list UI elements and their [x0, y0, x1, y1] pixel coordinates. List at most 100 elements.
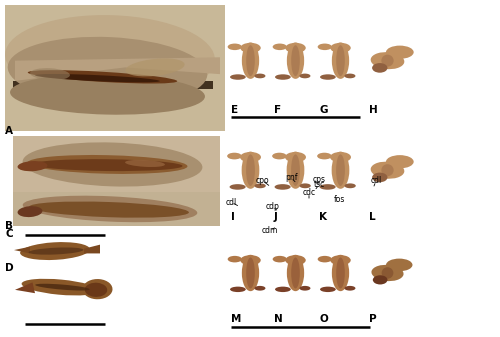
Ellipse shape [275, 286, 291, 292]
Ellipse shape [22, 196, 198, 222]
Ellipse shape [274, 184, 290, 190]
Ellipse shape [370, 162, 404, 179]
Ellipse shape [28, 155, 188, 174]
Ellipse shape [30, 68, 70, 80]
Text: cdm: cdm [262, 226, 278, 235]
Ellipse shape [320, 184, 336, 190]
Text: cpo: cpo [255, 176, 269, 185]
Ellipse shape [332, 42, 349, 79]
Text: J: J [274, 212, 278, 222]
Ellipse shape [291, 154, 300, 186]
Ellipse shape [254, 286, 266, 290]
Ellipse shape [372, 173, 388, 182]
Ellipse shape [28, 247, 84, 255]
Ellipse shape [336, 45, 345, 76]
Ellipse shape [246, 154, 255, 186]
Text: D: D [5, 263, 14, 273]
Ellipse shape [330, 43, 350, 53]
Text: N: N [274, 313, 283, 324]
Text: B: B [5, 221, 13, 231]
Polygon shape [14, 247, 30, 253]
Text: K: K [319, 212, 327, 222]
Text: I: I [231, 212, 235, 222]
Polygon shape [15, 282, 35, 293]
Text: L: L [369, 212, 376, 222]
Ellipse shape [10, 74, 205, 115]
Ellipse shape [386, 258, 412, 271]
Ellipse shape [125, 160, 165, 167]
Ellipse shape [246, 45, 255, 76]
Ellipse shape [286, 152, 304, 189]
Ellipse shape [332, 255, 349, 291]
Ellipse shape [330, 255, 350, 265]
Ellipse shape [240, 152, 261, 162]
Ellipse shape [228, 256, 242, 263]
Ellipse shape [242, 42, 259, 79]
Ellipse shape [242, 152, 260, 189]
Ellipse shape [246, 257, 255, 288]
Text: cdl: cdl [226, 198, 237, 207]
Ellipse shape [230, 184, 246, 190]
Ellipse shape [230, 74, 246, 80]
Polygon shape [15, 57, 220, 81]
Text: pnf: pnf [285, 173, 297, 182]
Ellipse shape [317, 153, 332, 159]
Text: cdc: cdc [302, 188, 316, 197]
Ellipse shape [300, 73, 310, 78]
Text: E: E [231, 104, 238, 115]
Text: C: C [5, 229, 12, 239]
Bar [12, 192, 220, 226]
Ellipse shape [318, 43, 332, 50]
Text: P: P [369, 313, 376, 324]
Ellipse shape [32, 159, 182, 171]
Ellipse shape [291, 45, 300, 76]
Ellipse shape [18, 206, 42, 217]
Ellipse shape [344, 73, 356, 78]
Ellipse shape [285, 152, 306, 162]
Ellipse shape [386, 155, 413, 168]
Ellipse shape [254, 183, 266, 188]
Ellipse shape [228, 43, 242, 50]
Ellipse shape [336, 154, 345, 186]
Text: O: O [319, 313, 328, 324]
Ellipse shape [5, 15, 215, 99]
Ellipse shape [254, 73, 266, 78]
Ellipse shape [320, 286, 336, 292]
Ellipse shape [272, 43, 287, 50]
Ellipse shape [382, 55, 394, 67]
Text: tsc: tsc [314, 180, 324, 189]
Ellipse shape [286, 43, 306, 53]
Ellipse shape [275, 74, 291, 80]
Text: G: G [319, 104, 328, 115]
Ellipse shape [336, 257, 345, 288]
Text: cdl: cdl [370, 177, 382, 185]
Ellipse shape [28, 70, 177, 84]
Ellipse shape [8, 37, 207, 105]
Ellipse shape [35, 284, 90, 290]
Text: A: A [5, 126, 13, 136]
Ellipse shape [300, 286, 310, 290]
Ellipse shape [272, 256, 287, 263]
Ellipse shape [35, 74, 160, 83]
Ellipse shape [386, 45, 413, 59]
Ellipse shape [230, 286, 246, 292]
Ellipse shape [332, 152, 349, 189]
Ellipse shape [287, 42, 304, 79]
Ellipse shape [126, 58, 184, 76]
Ellipse shape [287, 255, 304, 291]
Ellipse shape [22, 279, 99, 296]
Ellipse shape [227, 153, 242, 159]
Ellipse shape [372, 63, 388, 73]
Ellipse shape [29, 202, 189, 218]
Ellipse shape [344, 183, 356, 188]
Ellipse shape [382, 164, 394, 176]
Ellipse shape [240, 255, 260, 265]
Ellipse shape [85, 283, 107, 297]
Ellipse shape [286, 255, 306, 265]
Ellipse shape [382, 267, 394, 279]
Ellipse shape [82, 279, 112, 299]
Text: cps: cps [312, 175, 326, 184]
Text: M: M [231, 313, 241, 324]
Ellipse shape [344, 286, 356, 290]
Ellipse shape [291, 257, 300, 288]
